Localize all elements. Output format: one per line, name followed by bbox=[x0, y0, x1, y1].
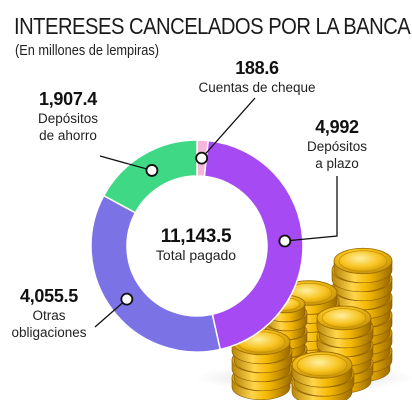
slice-label-name-ahorro-2: de ahorro bbox=[39, 128, 97, 143]
coin bbox=[316, 305, 372, 340]
marker-dot-otras bbox=[120, 292, 134, 306]
donut-slice-plazo bbox=[203, 139, 304, 351]
marker-dot-ahorro bbox=[145, 164, 159, 177]
slice-label-name-plazo-2: a plazo bbox=[315, 156, 359, 171]
slice-label-value-otras: 4,055.5 bbox=[20, 286, 78, 306]
marker-dot-plazo bbox=[278, 234, 292, 248]
slice-label-name-otras-1: Otras bbox=[32, 308, 65, 323]
slice-label-name-ahorro-1: Depósitos bbox=[38, 111, 98, 126]
center-total-label: Total pagado bbox=[156, 247, 236, 263]
leader-line-plazo bbox=[284, 176, 338, 242]
center-total-value: 11,143.5 bbox=[161, 226, 232, 247]
slice-label-value-ahorro: 1,907.4 bbox=[39, 89, 97, 109]
marker-dot-cheque bbox=[195, 151, 209, 165]
chart-subtitle: (En millones de lempiras) bbox=[15, 43, 159, 59]
coin bbox=[291, 351, 353, 388]
leader-line-otras bbox=[94, 298, 128, 328]
slice-label-name-otras-2: obligaciones bbox=[11, 325, 86, 340]
coin bbox=[333, 247, 393, 284]
slice-label-name-plazo-1: Depósitos bbox=[307, 139, 367, 154]
slice-label-name-cheque: Cuentas de cheque bbox=[198, 80, 315, 95]
leader-line-ahorro bbox=[99, 155, 153, 172]
slice-label-value-cheque: 188.6 bbox=[235, 58, 279, 78]
label-markers bbox=[94, 97, 338, 328]
donut-slice-otras bbox=[90, 194, 222, 353]
coin-stacks-illustration bbox=[195, 247, 412, 400]
chart-title: INTERESES CANCELADOS POR LA BANCA bbox=[14, 13, 411, 39]
slice-label-value-plazo: 4,992 bbox=[315, 117, 359, 137]
leader-line-cheque bbox=[201, 97, 256, 159]
